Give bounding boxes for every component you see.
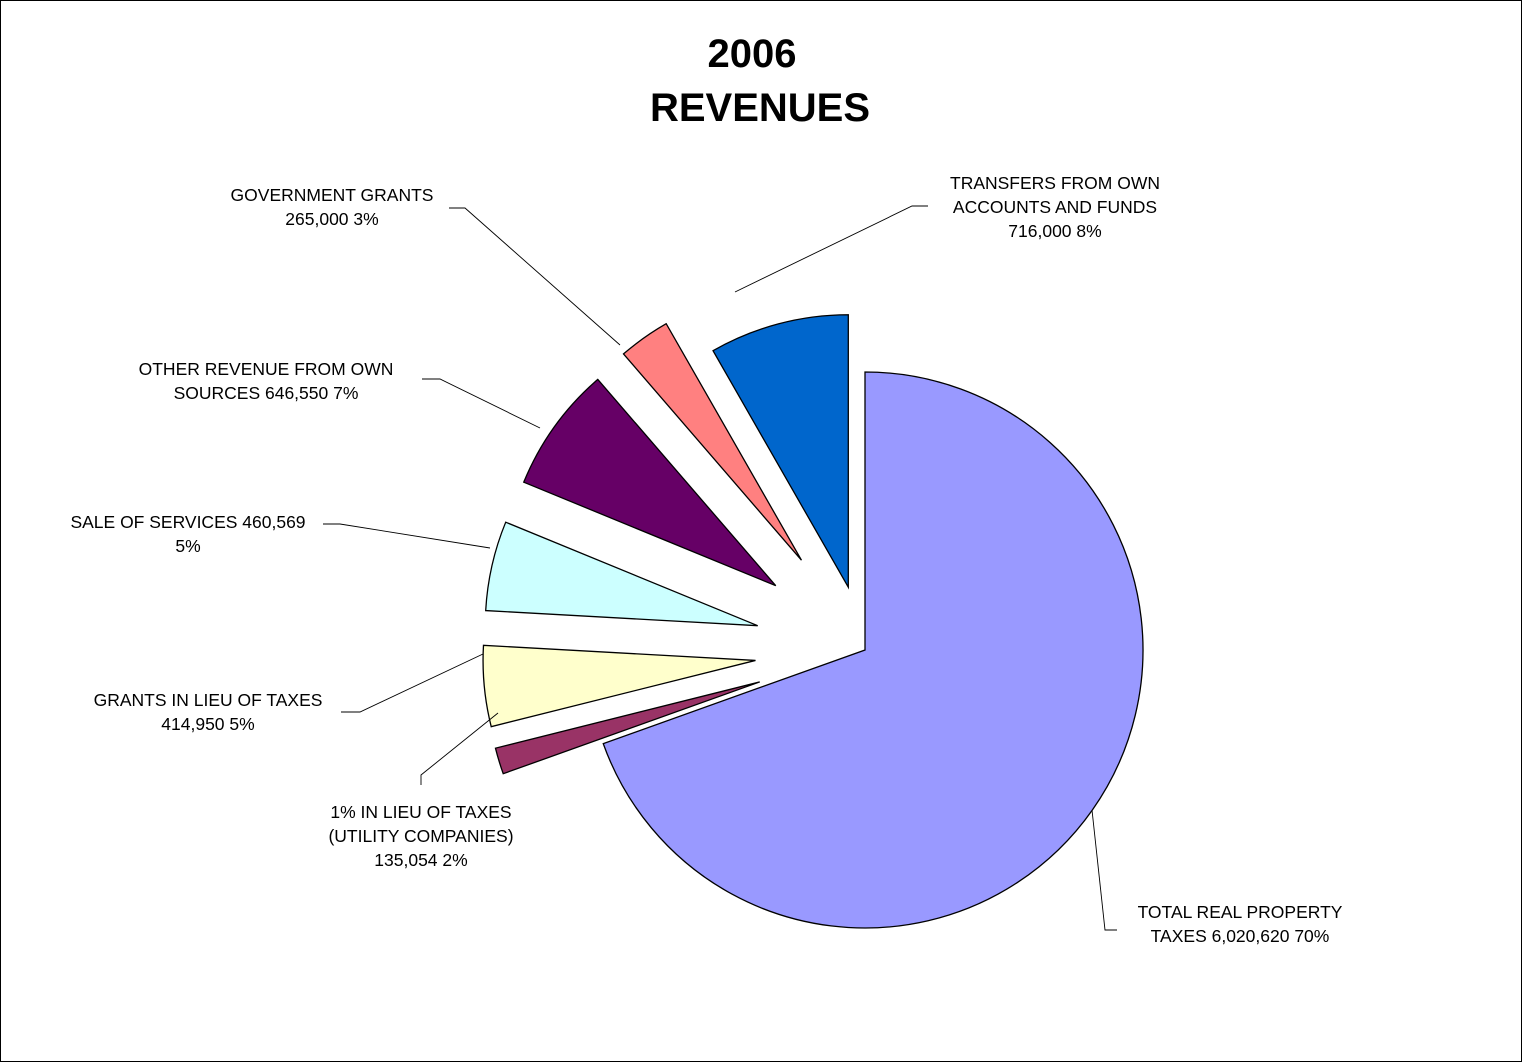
leader-line-1: [420, 712, 499, 785]
chart-title-line-2: REVENUES: [650, 86, 870, 130]
slice-label-1-line-2: 135,054 2%: [374, 850, 467, 870]
slice-labels: TOTAL REAL PROPERTY TAXES 6,020,620 70% 1%…: [70, 173, 1342, 946]
leader-line-0: [1091, 809, 1117, 931]
slice-label-6-line-2: 716,000 8%: [1008, 221, 1101, 241]
slice-label-3-line-0: SALE OF SERVICES 460,569: [70, 512, 305, 532]
slice-label-1-line-1: (UTILITY COMPANIES): [328, 826, 513, 846]
pie-slice-1: [494, 681, 760, 775]
slice-label-3-line-1: 5%: [175, 536, 200, 556]
pie-slice-2: [482, 644, 756, 728]
chart-title-line-1: 2006: [708, 32, 797, 76]
pie-slice-3: [485, 521, 758, 627]
slice-label-5-line-0: GOVERNMENT GRANTS: [231, 185, 434, 205]
slice-label-2: GRANTS IN LIEU OF TAXES 414,950 5%: [94, 690, 323, 734]
pie-slices: [482, 314, 1144, 929]
pie-slice-4: [522, 378, 777, 587]
leader-line-6: [734, 205, 928, 293]
pie-slice-6: [712, 314, 849, 590]
leader-lines: [323, 205, 1117, 931]
slice-label-2-line-1: 414,950 5%: [161, 714, 254, 734]
slice-label-4: OTHER REVENUE FROM OWN SOURCES 646,550 7%: [139, 359, 394, 403]
leader-line-2: [341, 653, 484, 713]
pie-slice-0: [602, 371, 1144, 929]
slice-label-0-line-1: TAXES 6,020,620 70%: [1151, 926, 1330, 946]
leader-line-4: [422, 378, 541, 429]
pie-slice-5: [622, 322, 803, 561]
slice-label-1: 1% IN LIEU OF TAXES (UTILITY COMPANIES) 13…: [328, 802, 513, 870]
slice-label-5-line-1: 265,000 3%: [285, 209, 378, 229]
slice-label-4-line-0: OTHER REVENUE FROM OWN: [139, 359, 394, 379]
slice-label-6-line-0: TRANSFERS FROM OWN: [950, 173, 1160, 193]
slice-label-4-line-1: SOURCES 646,550 7%: [174, 383, 359, 403]
slice-label-1-line-0: 1% IN LIEU OF TAXES: [330, 802, 511, 822]
slice-label-2-line-0: GRANTS IN LIEU OF TAXES: [94, 690, 323, 710]
slice-label-6-line-1: ACCOUNTS AND FUNDS: [953, 197, 1157, 217]
slice-label-5: GOVERNMENT GRANTS 265,000 3%: [231, 185, 434, 229]
slice-label-6: TRANSFERS FROM OWN ACCOUNTS AND FUNDS 716,…: [950, 173, 1160, 241]
slice-label-0-line-0: TOTAL REAL PROPERTY: [1138, 902, 1343, 922]
slice-label-3: SALE OF SERVICES 460,569 5%: [70, 512, 305, 556]
slice-label-0: TOTAL REAL PROPERTY TAXES 6,020,620 70%: [1138, 902, 1343, 946]
leader-line-5: [449, 207, 621, 346]
leader-line-3: [323, 523, 491, 549]
